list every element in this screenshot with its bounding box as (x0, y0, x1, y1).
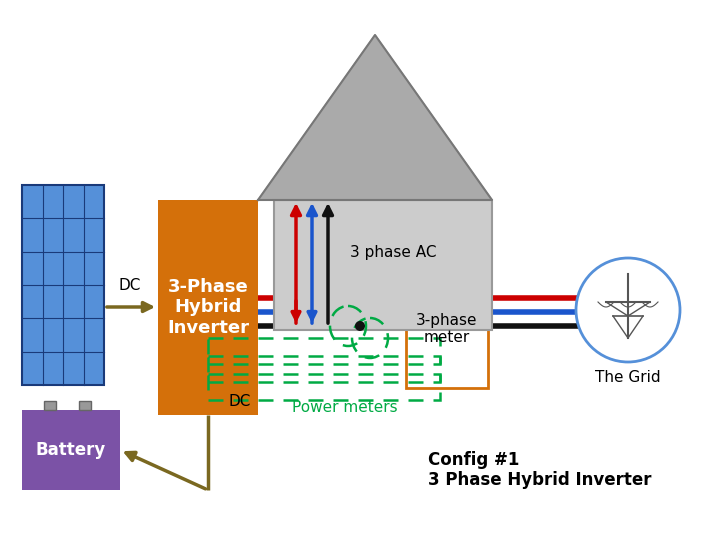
Text: 3 phase AC: 3 phase AC (350, 245, 436, 260)
Bar (208, 374, 440, 400)
Polygon shape (258, 35, 492, 200)
Bar (79, 401, 91, 410)
Bar (22, 410, 120, 490)
Text: The Grid: The Grid (595, 370, 661, 386)
Bar (274, 200, 492, 330)
Text: DC: DC (119, 279, 141, 294)
Circle shape (576, 258, 680, 362)
Circle shape (355, 321, 365, 331)
Text: Config #1
3 Phase Hybrid Inverter: Config #1 3 Phase Hybrid Inverter (428, 450, 652, 489)
Text: DC: DC (229, 395, 251, 409)
Bar (22, 185, 104, 385)
Text: 3-Phase
Hybrid
Inverter: 3-Phase Hybrid Inverter (167, 278, 249, 338)
Bar (158, 200, 258, 415)
Bar (208, 338, 440, 364)
Text: Battery: Battery (36, 441, 106, 459)
Text: Power meters: Power meters (292, 401, 398, 415)
Bar (208, 356, 440, 382)
Bar (44, 401, 55, 410)
Bar (406, 270, 488, 388)
Text: 3-phase
meter: 3-phase meter (416, 313, 478, 345)
